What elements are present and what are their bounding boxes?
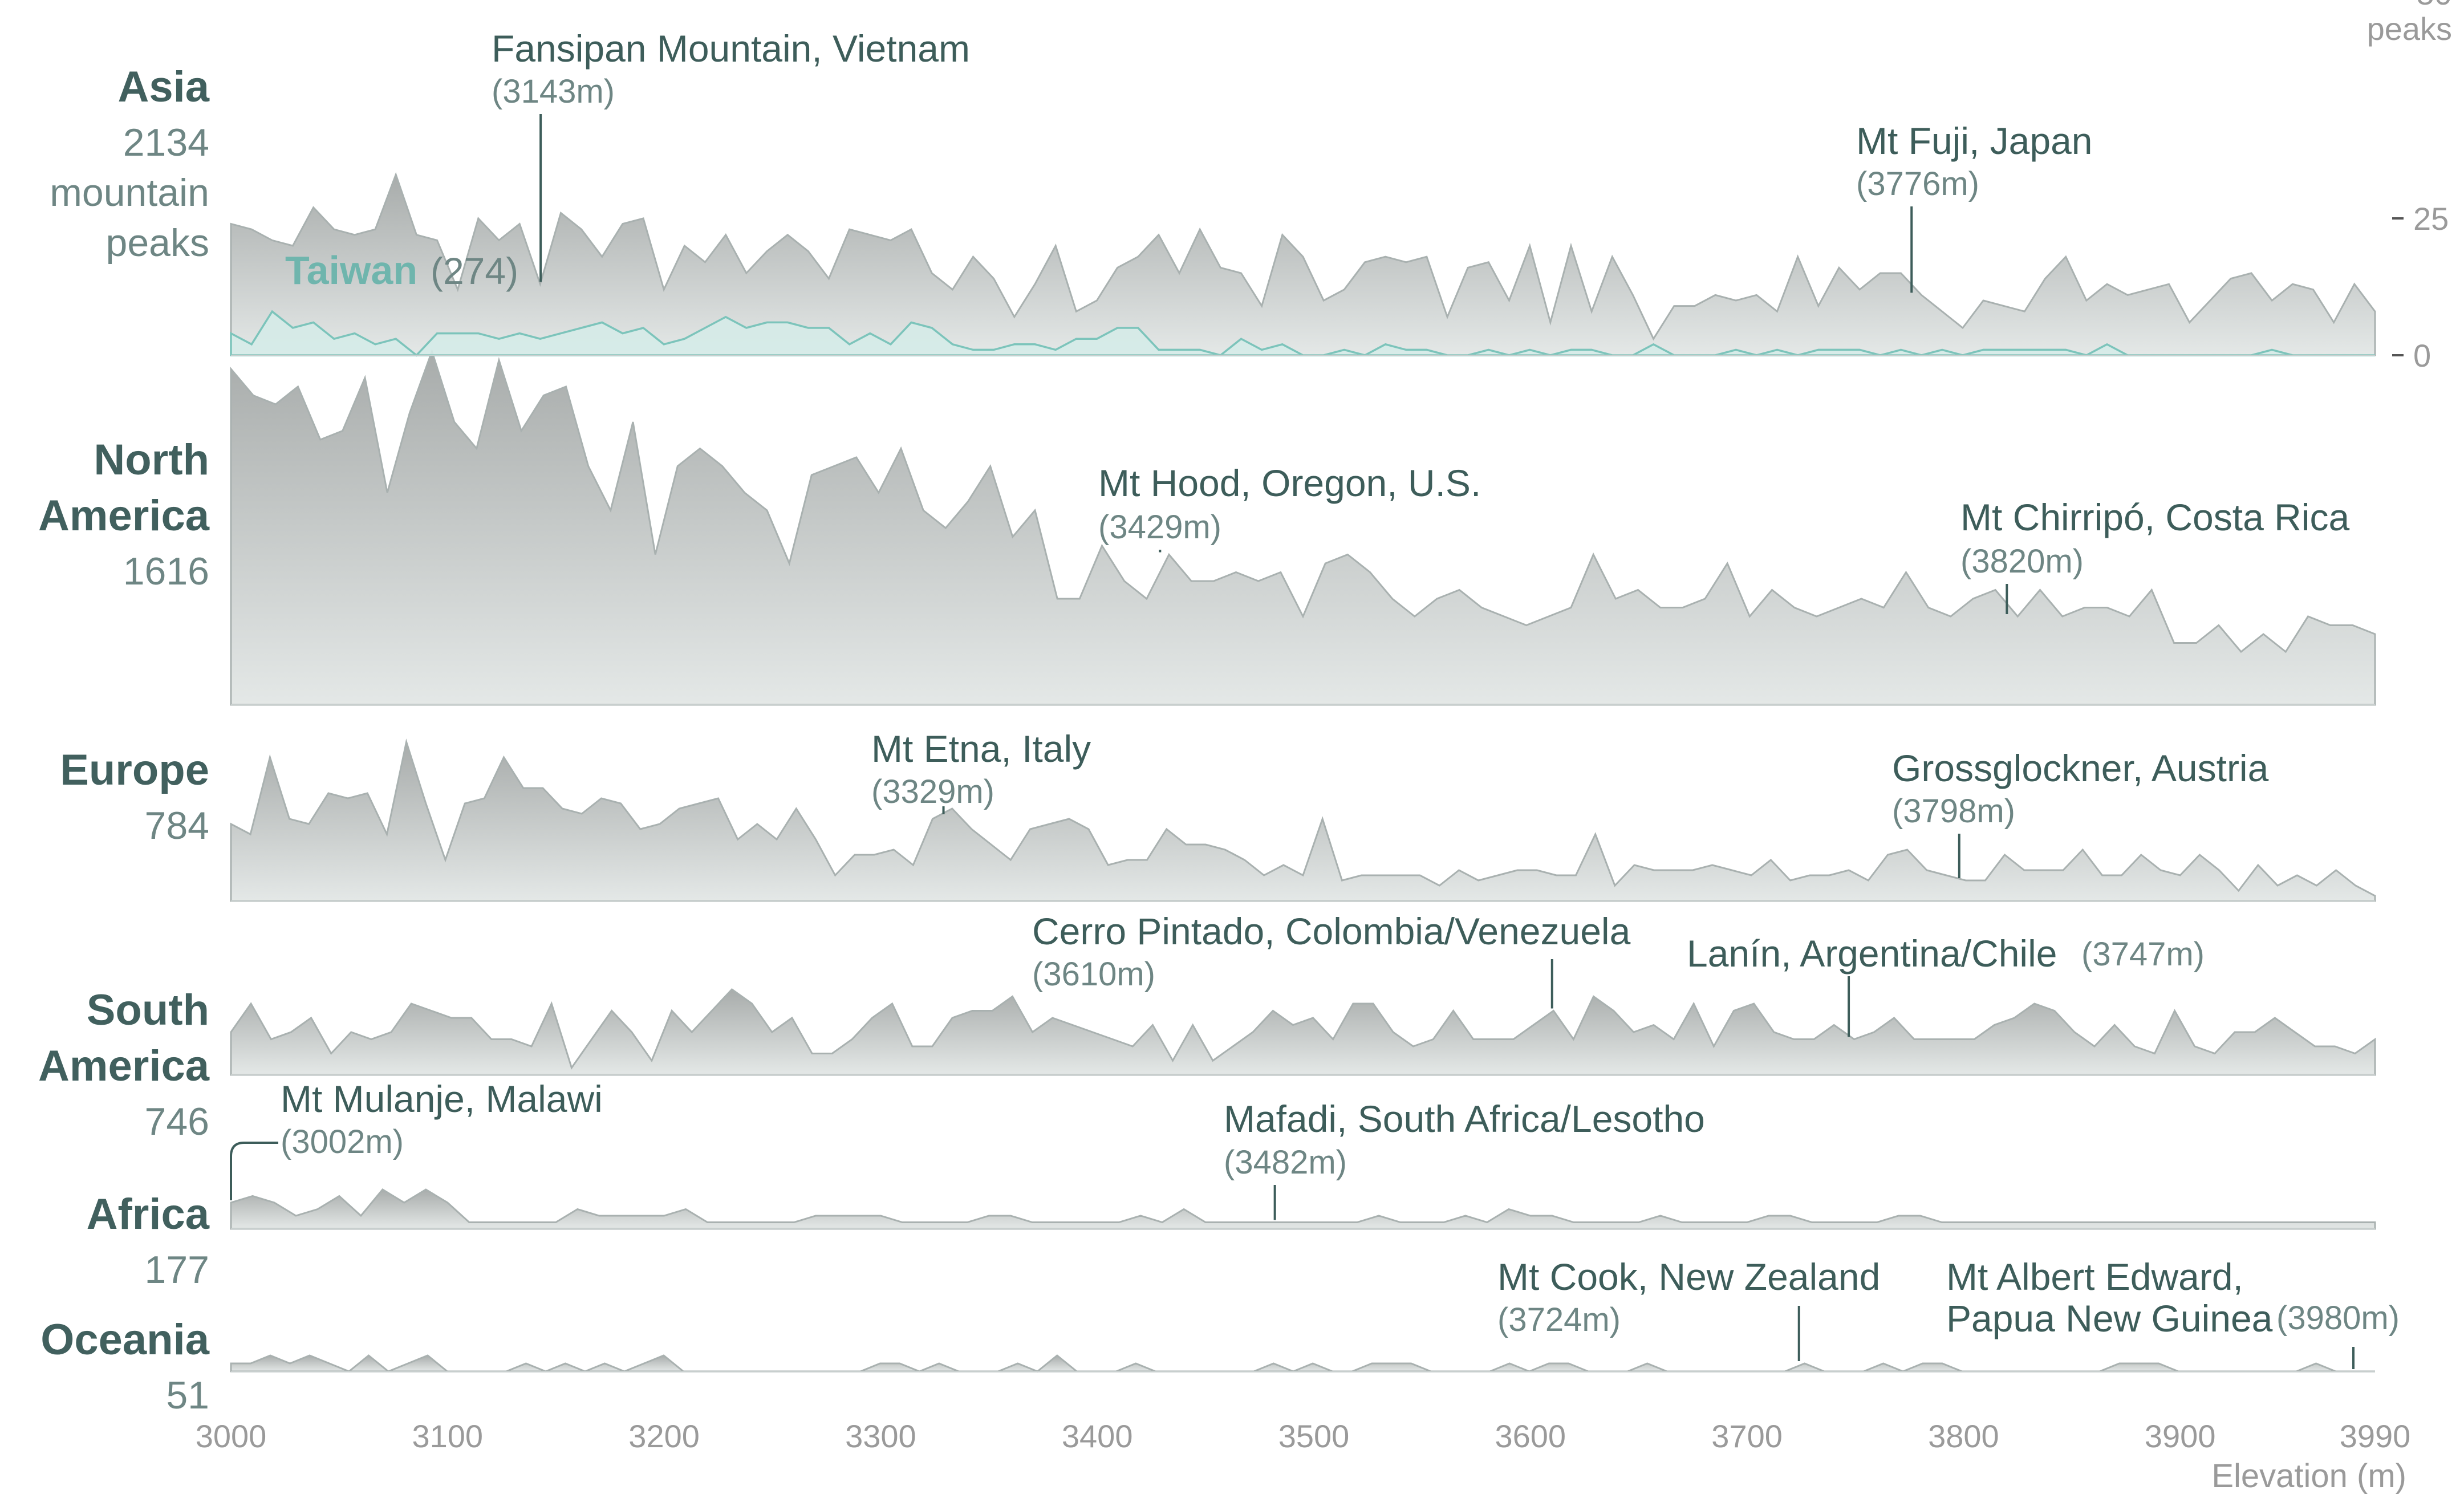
series-name-africa: Africa <box>87 1190 210 1239</box>
series-label-taiwan: Taiwan (274) <box>285 248 518 293</box>
annotation-peak-name: Mt Chirripó, Costa Rica <box>1960 496 2349 538</box>
x-tick-label-3400: 3400 <box>1062 1418 1133 1454</box>
y-axis: 0 25 50peaks <box>2367 0 2452 374</box>
x-tick-label-3300: 3300 <box>845 1418 916 1454</box>
series-count-asia: 2134 <box>123 121 209 164</box>
annotation-elevation: (3143m) <box>492 73 615 110</box>
series-count-north-america: 1616 <box>123 550 209 593</box>
annotation-leader <box>230 1142 278 1200</box>
annotation-elevation: (3798m) <box>1892 793 2015 830</box>
annotation-peak-name: Cerro Pintado, Colombia/Venezuela <box>1032 910 1631 952</box>
series-label-north-america: North America 1616 <box>38 436 210 593</box>
annotation-peak-name: Mt Cook, New Zealand <box>1497 1256 1880 1298</box>
annotation-elevation: (3610m) <box>1032 956 1155 993</box>
x-tick-label-3900: 3900 <box>2145 1418 2216 1454</box>
annotation-peak-name: Mt Mulanje, Malawi <box>281 1078 603 1120</box>
annotation-elevation: (3482m) <box>1224 1144 1347 1181</box>
series-name-taiwan: Taiwan <box>285 248 417 293</box>
x-tick-label-3500: 3500 <box>1278 1418 1350 1454</box>
x-tick-label-3700: 3700 <box>1711 1418 1783 1454</box>
y-tick-label-top: 50 <box>2417 0 2452 11</box>
annotation-peak-name: Lanín, Argentina/Chile <box>1687 932 2057 975</box>
annotation-mt-albert-edward-papua-new-guinea: Mt Albert Edward,Papua New Guinea (3980m) <box>1946 1256 2400 1369</box>
series-label-south-america: South America 746 <box>38 986 210 1143</box>
annotation-peak-name: Mt Hood, Oregon, U.S. <box>1098 462 1481 504</box>
annotation-peak-name: Papua New Guinea <box>1946 1297 2273 1339</box>
annotation-elevation: (3329m) <box>871 773 994 810</box>
x-axis: 3000 3100 3200 3300 3400 3500 3600 3700 3800 3900… <box>196 1418 2411 1494</box>
series-areas <box>230 172 2376 1373</box>
series-name-north-america: North <box>94 436 209 484</box>
area-south-america <box>230 988 2376 1076</box>
annotation-mt-fuji-japan: Mt Fuji, Japan(3776m) <box>1856 120 2093 293</box>
series-label-asia: Asia 2134 mountain peaks <box>50 63 209 265</box>
x-tick-label-3200: 3200 <box>628 1418 700 1454</box>
peak-annotations: Fansipan Mountain, Vietnam(3143m) Mt Fuji… <box>230 27 2400 1369</box>
series-name-north-america: America <box>38 492 210 540</box>
area-oceania <box>230 1354 2375 1373</box>
annotation-peak-name: Mt Etna, Italy <box>871 728 1091 770</box>
series-name-south-america: America <box>38 1042 210 1090</box>
annotation-mt-etna-italy: Mt Etna, Italy(3329m) <box>871 728 1091 814</box>
annotation-elevation: (3747m) <box>2081 936 2205 973</box>
series-count-europe: 784 <box>145 804 209 847</box>
y-axis-unit-label: peaks <box>2367 11 2452 47</box>
annotation-lan-n-argentina-chile: Lanín, Argentina/Chile (3747m) <box>1687 932 2205 1037</box>
annotation-elevation: (3724m) <box>1497 1301 1621 1338</box>
series-label-africa: Africa 177 <box>87 1190 210 1292</box>
series-count-south-america: 746 <box>145 1100 209 1143</box>
x-tick-label-3000: 3000 <box>196 1418 267 1454</box>
series-name-oceania: Oceania <box>40 1316 209 1364</box>
series-name-europe: Europe <box>60 746 209 794</box>
x-tick-label-3990: 3990 <box>2340 1418 2411 1454</box>
series-count-africa: 177 <box>145 1248 209 1292</box>
annotation-peak-name: Grossglockner, Austria <box>1892 747 2269 789</box>
x-axis-title: Elevation (m) <box>2211 1458 2406 1494</box>
annotation-peak-name: Mt Fuji, Japan <box>1856 120 2093 162</box>
area-north-america <box>230 348 2376 706</box>
annotation-peak-name: Fansipan Mountain, Vietnam <box>492 27 970 70</box>
series-count-caption: peaks <box>106 221 209 265</box>
series-label-europe: Europe 784 <box>60 746 209 847</box>
annotation-elevation: (3002m) <box>281 1123 404 1160</box>
annotation-mafadi-south-africa-lesotho: Mafadi, South Africa/Lesotho (3482m) <box>1224 1098 1705 1220</box>
annotation-elevation: (3820m) <box>1960 543 2084 580</box>
y-tick-label-0: 0 <box>2413 338 2431 374</box>
annotation-elevation: (3980m) <box>2276 1300 2400 1337</box>
annotation-mt-chirrip-costa-rica: Mt Chirripó, Costa Rica (3820m) <box>1960 496 2349 614</box>
annotation-mt-mulanje-malawi: Mt Mulanje, Malawi(3002m) <box>230 1078 603 1200</box>
area-africa <box>230 1188 2376 1230</box>
annotation-fansipan-mountain-vietnam: Fansipan Mountain, Vietnam(3143m) <box>492 27 970 282</box>
annotation-elevation: (3429m) <box>1098 509 1221 546</box>
annotation-peak-name: Mt Albert Edward, <box>1946 1256 2243 1298</box>
series-labels: Asia 2134 mountain peaks North America 1616 Eur… <box>38 63 518 1417</box>
area-asia <box>230 172 2376 356</box>
y-tick-label-25: 25 <box>2413 201 2449 237</box>
series-count-caption: mountain <box>50 171 209 214</box>
series-label-oceania: Oceania 51 <box>40 1316 209 1417</box>
series-count-taiwan: (274) <box>431 250 518 292</box>
x-tick-label-3100: 3100 <box>412 1418 484 1454</box>
annotation-mt-hood-oregon-u-s: Mt Hood, Oregon, U.S. (3429m) <box>1098 462 1481 553</box>
x-tick-label-3800: 3800 <box>1928 1418 1999 1454</box>
annotation-cerro-pintado-colombia-venezuela: Cerro Pintado, Colombia/Venezuela (3610m) <box>1032 910 1631 1009</box>
annotation-elevation: (3776m) <box>1856 165 1979 202</box>
annotation-peak-name: Mafadi, South Africa/Lesotho <box>1224 1098 1705 1140</box>
series-name-south-america: South <box>87 986 209 1034</box>
annotation-grossglockner-austria: Grossglockner, Austria (3798m) <box>1892 747 2269 878</box>
annotation-mt-cook-new-zealand: Mt Cook, New Zealand(3724m) <box>1497 1256 1880 1361</box>
series-name-asia: Asia <box>117 63 209 111</box>
series-count-oceania: 51 <box>166 1374 209 1417</box>
x-tick-label-3600: 3600 <box>1495 1418 1566 1454</box>
area-europe <box>230 738 2376 902</box>
